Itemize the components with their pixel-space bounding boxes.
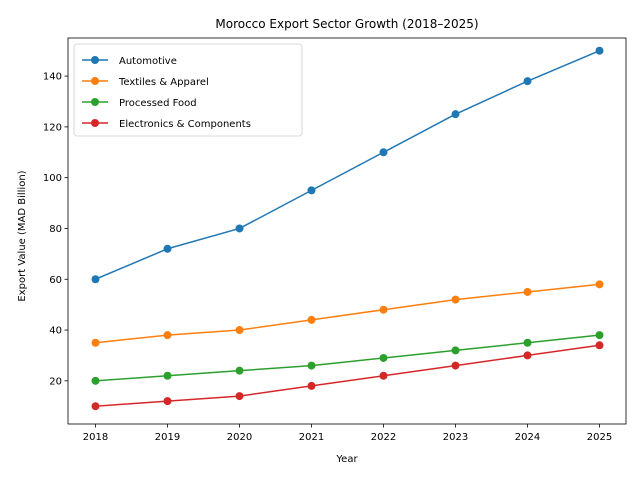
data-point-processed-food-2020 bbox=[235, 366, 244, 375]
legend-marker-automotive bbox=[91, 56, 99, 64]
data-point-electronics-components-2020 bbox=[235, 392, 244, 401]
data-point-automotive-2020 bbox=[235, 224, 244, 233]
data-point-textiles-apparel-2024 bbox=[523, 287, 532, 296]
legend-box bbox=[73, 43, 303, 137]
data-point-automotive-2019 bbox=[163, 244, 172, 253]
legend-label-electronics-components: Electronics & Components bbox=[119, 119, 251, 130]
y-tick-label: 80 bbox=[49, 224, 62, 235]
data-point-automotive-2025 bbox=[595, 46, 604, 55]
data-point-textiles-apparel-2019 bbox=[163, 331, 172, 340]
legend-marker-textiles-apparel bbox=[91, 77, 99, 85]
x-axis-label: Year bbox=[335, 454, 358, 465]
data-point-electronics-components-2019 bbox=[163, 397, 172, 406]
data-point-processed-food-2023 bbox=[451, 346, 460, 355]
chart-title: Morocco Export Sector Growth (2018–2025) bbox=[215, 17, 478, 31]
data-point-processed-food-2018 bbox=[91, 376, 100, 385]
y-tick-label: 40 bbox=[49, 326, 62, 337]
data-point-automotive-2024 bbox=[523, 77, 532, 86]
y-tick-label: 100 bbox=[43, 173, 62, 184]
data-point-textiles-apparel-2020 bbox=[235, 326, 244, 335]
data-point-textiles-apparel-2023 bbox=[451, 295, 460, 304]
data-point-textiles-apparel-2018 bbox=[91, 338, 100, 347]
legend: Automotive Textiles & Apparel Processed Fo… bbox=[73, 43, 303, 137]
x-tick-label: 2020 bbox=[227, 432, 252, 443]
series-line-electronics-components bbox=[94, 344, 601, 408]
data-point-automotive-2018 bbox=[91, 275, 100, 284]
axes-frame bbox=[67, 37, 627, 425]
data-point-automotive-2023 bbox=[451, 110, 460, 119]
series-line-textiles-apparel bbox=[94, 283, 601, 344]
data-point-textiles-apparel-2022 bbox=[379, 305, 388, 314]
y-tick-label: 140 bbox=[43, 72, 62, 83]
data-point-automotive-2022 bbox=[379, 148, 388, 157]
x-tick-label: 2025 bbox=[587, 432, 612, 443]
data-point-electronics-components-2022 bbox=[379, 371, 388, 380]
plot-area: 2018 2019 2020 2021 2022 2023 2024 2025 20 40 60 80… bbox=[43, 37, 627, 443]
data-point-processed-food-2019 bbox=[163, 371, 172, 380]
x-tick-label: 2019 bbox=[155, 432, 180, 443]
x-tick-label: 2018 bbox=[83, 432, 108, 443]
data-point-electronics-components-2024 bbox=[523, 351, 532, 360]
data-point-electronics-components-2025 bbox=[595, 341, 604, 350]
y-tick-label: 60 bbox=[49, 275, 62, 286]
x-tick-label: 2024 bbox=[515, 432, 540, 443]
series-line-automotive bbox=[94, 49, 601, 281]
data-point-processed-food-2024 bbox=[523, 338, 532, 347]
data-point-textiles-apparel-2025 bbox=[595, 280, 604, 289]
y-tick-label: 20 bbox=[49, 376, 62, 387]
series-line-processed-food bbox=[94, 334, 601, 382]
data-point-automotive-2021 bbox=[307, 186, 316, 195]
data-point-processed-food-2021 bbox=[307, 361, 316, 370]
legend-label-textiles-apparel: Textiles & Apparel bbox=[118, 77, 209, 88]
x-tick-label: 2022 bbox=[371, 432, 396, 443]
data-point-electronics-components-2018 bbox=[91, 402, 100, 411]
data-point-textiles-apparel-2021 bbox=[307, 315, 316, 324]
legend-label-processed-food: Processed Food bbox=[119, 98, 197, 109]
y-tick-label: 120 bbox=[43, 122, 62, 133]
x-tick-label: 2021 bbox=[299, 432, 324, 443]
x-tick-label: 2023 bbox=[443, 432, 468, 443]
legend-marker-electronics-components bbox=[91, 119, 99, 127]
data-point-electronics-components-2023 bbox=[451, 361, 460, 370]
y-axis-label: Export Value (MAD Billion) bbox=[17, 170, 28, 301]
legend-label-automotive: Automotive bbox=[119, 56, 177, 67]
data-point-processed-food-2025 bbox=[595, 331, 604, 340]
data-point-processed-food-2022 bbox=[379, 353, 388, 362]
data-point-electronics-components-2021 bbox=[307, 381, 316, 390]
legend-marker-processed-food bbox=[91, 98, 99, 106]
